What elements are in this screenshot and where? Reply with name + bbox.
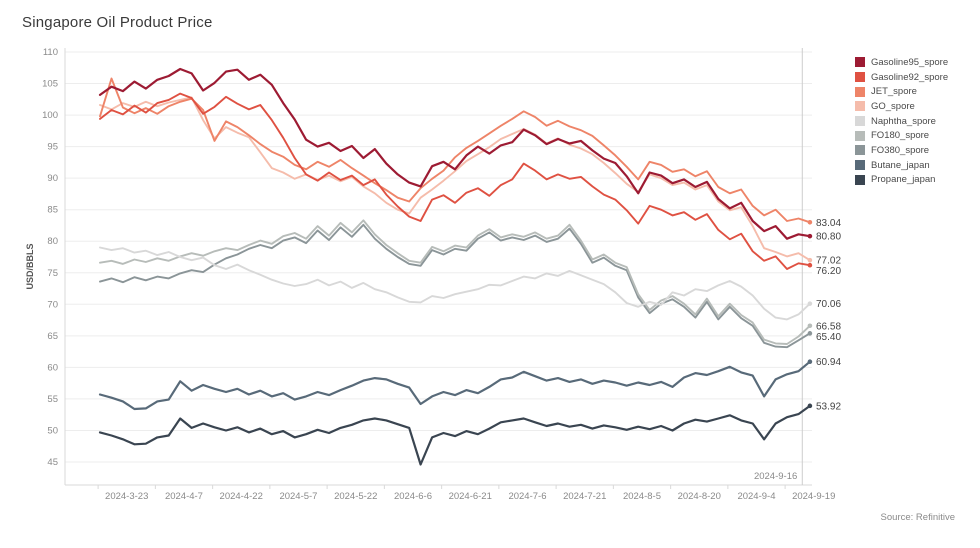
end-label-Gasoline95_spore: 80.80 (816, 232, 841, 243)
legend-label: JET_spore (871, 86, 917, 98)
legend-item-Naphtha_spore[interactable]: Naphtha_spore (855, 114, 948, 129)
end-label-FO180_spore: 66.58 (816, 321, 841, 332)
series-line-Propane_japan[interactable] (98, 404, 812, 466)
end-label-Propane_japan: 53.92 (816, 401, 841, 412)
legend: Gasoline95_spore Gasoline92_spore JET_spor… (855, 55, 948, 187)
series-end-dot (807, 323, 813, 329)
legend-label: Propane_japan (871, 174, 936, 186)
legend-item-GO_spore[interactable]: GO_spore (855, 99, 948, 114)
y-tick-label: 70 (47, 299, 58, 310)
series-end-dot (807, 257, 813, 263)
x-tick-label: 2024-6-21 (449, 491, 492, 502)
legend-swatch-icon (855, 174, 865, 185)
end-label-FO380_spore: 65.40 (816, 332, 841, 343)
legend-item-Propane_japan[interactable]: Propane_japan (855, 173, 948, 188)
y-tick-label: 110 (43, 47, 58, 58)
chart-title: Singapore Oil Product Price (22, 14, 213, 31)
x-tick-label: 2024-7-21 (563, 491, 606, 502)
series-line-Butane_japan[interactable] (98, 360, 812, 411)
reference-line-label: 2024-9-16 (754, 471, 797, 482)
x-tick-label: 2024-7-6 (508, 491, 546, 502)
y-tick-label: 90 (47, 173, 58, 184)
series-end-dot (807, 233, 813, 239)
series-end-dot (807, 262, 813, 268)
y-tick-label: 100 (42, 110, 58, 121)
x-tick-label: 2024-8-5 (623, 491, 661, 502)
legend-label: Gasoline95_spore (871, 56, 949, 68)
y-tick-label: 105 (42, 79, 58, 90)
source-note: Source: Refinitive (880, 512, 955, 523)
y-tick-label: 65 (47, 331, 58, 342)
y-tick-label: 60 (47, 362, 58, 373)
legend-item-Gasoline95_spore[interactable]: Gasoline95_spore (855, 55, 948, 70)
legend-swatch-icon (855, 101, 865, 112)
legend-item-JET_spore[interactable]: JET_spore (855, 84, 948, 99)
x-tick-label: 2024-9-19 (792, 491, 835, 502)
y-tick-label: 80 (47, 236, 58, 247)
series-line-FO180_spore[interactable] (99, 219, 811, 345)
y-tick-label: 55 (47, 394, 58, 405)
legend-item-FO180_spore[interactable]: FO180_spore (855, 128, 948, 143)
series-end-dot (807, 220, 813, 225)
legend-swatch-icon (855, 116, 865, 127)
y-tick-label: 95 (47, 142, 58, 153)
end-label-Naphtha_spore: 70.06 (816, 299, 841, 310)
series-line-Gasoline95_spore[interactable] (98, 67, 812, 240)
x-tick-label: 2024-9-4 (737, 491, 775, 502)
x-tick-label: 2024-5-22 (334, 491, 377, 502)
series-line-FO380_spore[interactable] (99, 223, 811, 349)
x-tick-label: 2024-4-7 (165, 491, 203, 502)
legend-swatch-icon (855, 57, 865, 68)
y-tick-label: 45 (47, 457, 58, 468)
end-label-GO_spore: 77.02 (816, 256, 841, 267)
y-axis-title: USD/BBLS (25, 243, 35, 289)
x-tick-label: 2024-3-23 (105, 491, 148, 502)
y-tick-label: 50 (47, 425, 58, 436)
legend-label: Naphtha_spore (871, 115, 936, 127)
legend-label: FO180_spore (871, 130, 930, 142)
series-lines (98, 67, 812, 466)
x-tick-label: 2024-8-20 (678, 491, 721, 502)
end-label-Butane_japan: 60.94 (816, 357, 841, 368)
legend-item-FO380_spore[interactable]: FO380_spore (855, 143, 948, 158)
y-tick-label: 85 (47, 205, 58, 216)
series-end-dot (807, 301, 813, 306)
legend-swatch-icon (855, 130, 865, 141)
x-axis-tick-labels: 2024-3-23 2024-4-7 2024-4-22 2024-5-7 2024-5… (97, 485, 835, 502)
legend-item-Butane_japan[interactable]: Butane_japan (855, 158, 948, 173)
series-line-JET_spore[interactable] (99, 77, 811, 224)
legend-label: FO380_spore (871, 144, 930, 156)
legend-swatch-icon (855, 160, 865, 171)
series-line-Naphtha_spore[interactable] (99, 246, 811, 321)
y-tick-label: 75 (47, 268, 58, 279)
legend-item-Gasoline92_spore[interactable]: Gasoline92_spore (855, 70, 948, 85)
legend-label: GO_spore (871, 100, 915, 112)
legend-swatch-icon (855, 72, 865, 83)
series-end-dot (807, 359, 813, 365)
x-tick-label: 2024-6-6 (394, 491, 432, 502)
legend-swatch-icon (855, 86, 865, 97)
gridlines (65, 51, 812, 463)
legend-label: Gasoline92_spore (871, 71, 949, 83)
end-label-Gasoline92_spore: 76.20 (816, 266, 841, 277)
end-label-JET_spore: 83.04 (816, 218, 841, 229)
series-line-Gasoline92_spore[interactable] (99, 92, 811, 270)
legend-swatch-icon (855, 145, 865, 156)
legend-label: Butane_japan (871, 159, 930, 171)
y-axis-tick-labels: 45 50 55 60 65 70 75 80 85 90 95 100 105 110 (42, 47, 58, 468)
series-end-dot (807, 331, 813, 336)
x-tick-label: 2024-5-7 (279, 491, 317, 502)
x-tick-label: 2024-4-22 (220, 491, 263, 502)
series-end-dot (807, 403, 813, 409)
